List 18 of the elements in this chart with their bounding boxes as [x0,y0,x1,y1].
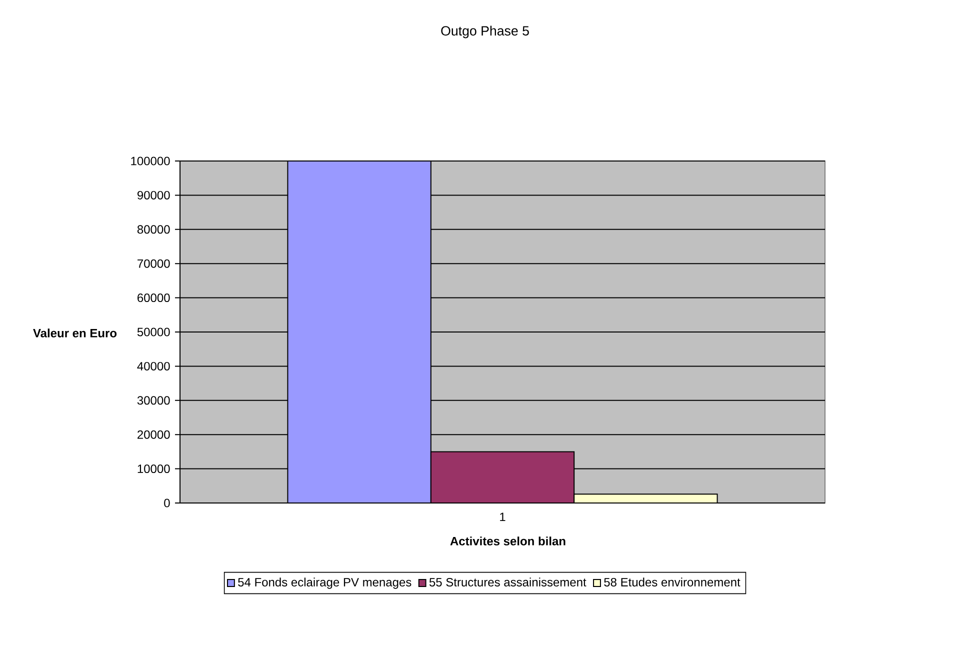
y-tick-label: 100000 [131,156,170,166]
y-tick-label: 0 [164,498,170,508]
y-tick-label: 40000 [137,362,170,370]
y-tick-label: 10000 [138,464,170,474]
y-tick-label: 90000 [137,190,170,200]
y-axis-title: Valeur en Euro [33,328,117,338]
x-tick-label: 1 [500,512,506,521]
legend-label: 58 Etudes environnement [604,578,740,586]
legend-label: 54 Fonds eclairage PV menages [238,578,412,589]
chart-title: Outgo Phase 5 [441,26,529,38]
y-tick-label: 30000 [137,396,170,405]
y-tick-label: 20000 [138,430,170,439]
legend-label: 55 Structures assainissement [429,578,586,586]
y-tick-label: 50000 [137,328,170,336]
x-axis-title: Activites selon bilan [450,536,566,546]
y-tick-label: 70000 [138,259,170,268]
y-tick-label: 80000 [137,225,170,234]
y-tick-label: 60000 [138,294,170,302]
